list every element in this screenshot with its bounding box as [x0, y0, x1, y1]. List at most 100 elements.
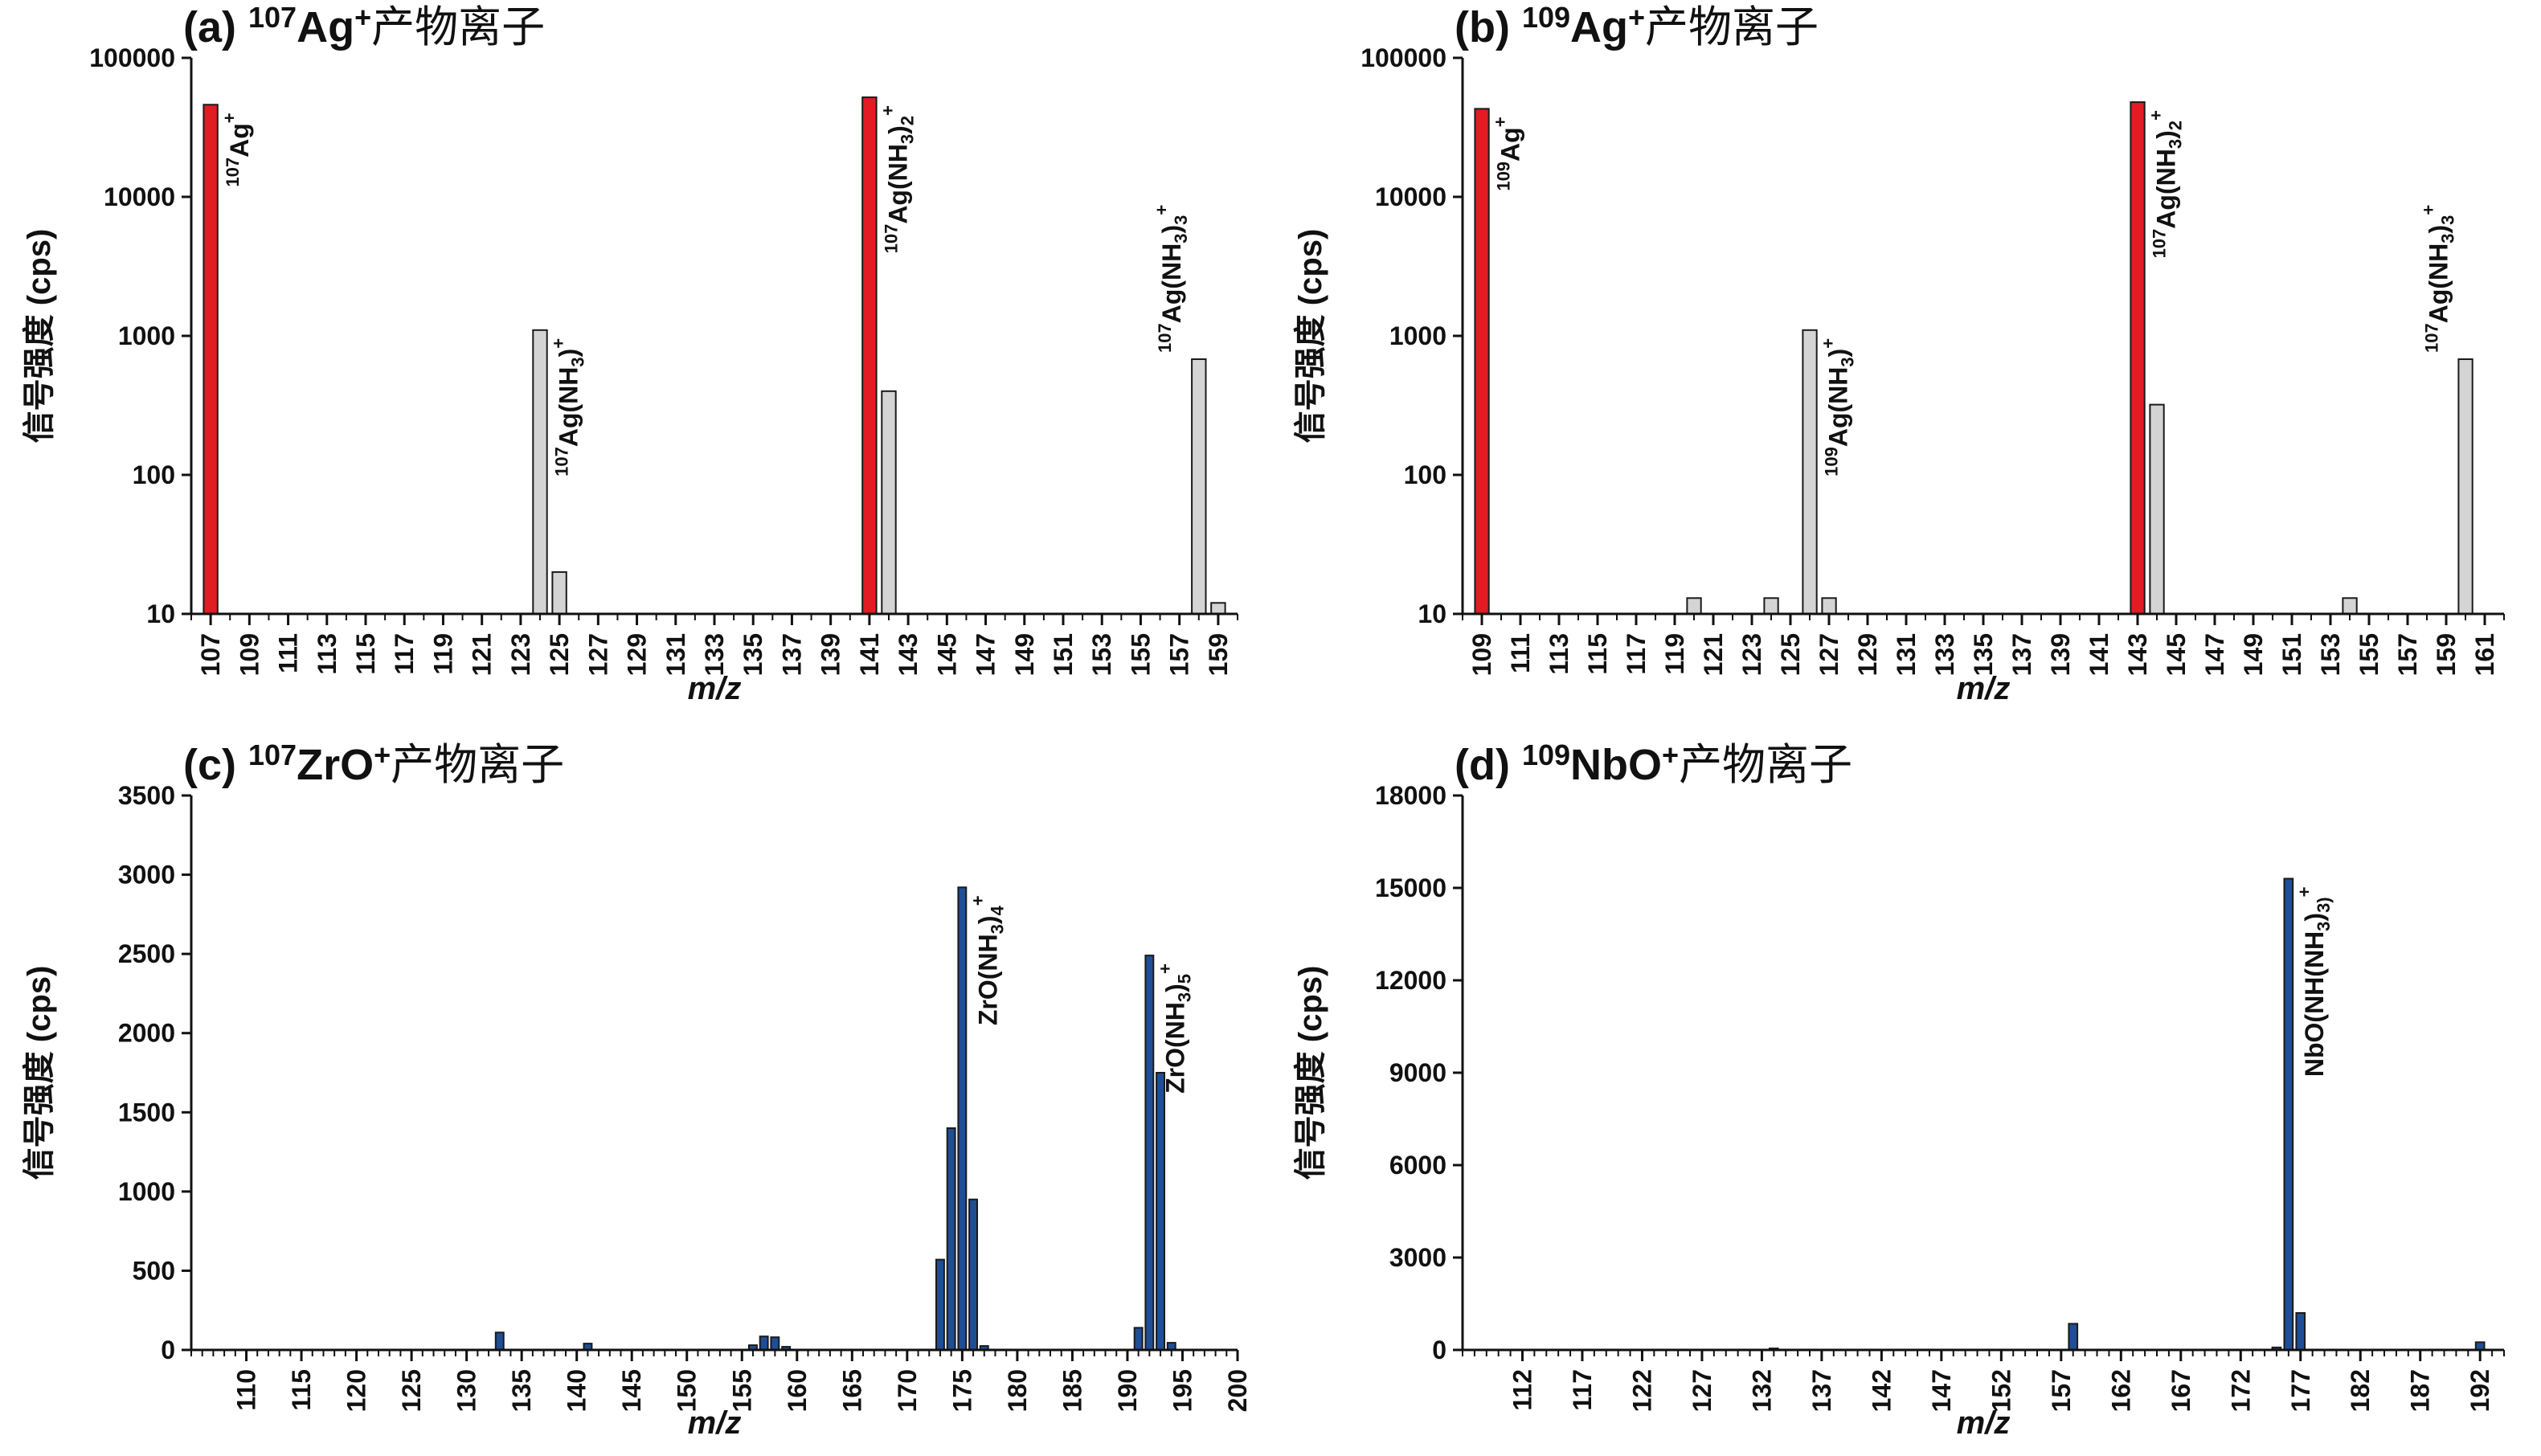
x-tick-label: 115	[351, 633, 380, 675]
bar-c-157	[759, 1335, 769, 1351]
bar-c-192	[1144, 955, 1155, 1351]
bar-a-125	[551, 571, 567, 616]
x-axis-label: m/z	[1957, 671, 2011, 706]
y-tick-label: 9000	[1389, 1058, 1446, 1087]
x-tick-label: 161	[2470, 633, 2499, 676]
panel-c: (c) 107ZrO+产物离子 0 500 1000 1500 2000 2500 3000 3…	[22, 738, 1252, 1441]
peak-annotation-c-175: ZrO(NH3)4+	[968, 895, 1007, 1025]
x-tick-label: 140	[563, 1369, 591, 1412]
peak-annotation-b-126: 109Ag(NH3)+	[1819, 338, 1858, 476]
bar-d-176	[2283, 877, 2294, 1351]
x-tick-label: 120	[342, 1369, 371, 1412]
y-tick-label: 100000	[89, 43, 175, 72]
y-tick-label: 1500	[118, 1098, 175, 1127]
y-tick-label: 10000	[1375, 182, 1446, 211]
x-tick-label: 145	[2162, 633, 2191, 676]
x-tick-label: 131	[1892, 633, 1921, 676]
bar-a-159	[1210, 602, 1226, 615]
bar-c-175	[957, 886, 968, 1352]
bar-a-142	[881, 390, 897, 615]
x-tick-label: 115	[1583, 633, 1612, 675]
x-tick-label: 192	[2465, 1369, 2494, 1412]
panel-title: (c) 107ZrO+产物离子	[183, 738, 564, 790]
y-tick-label: 12000	[1375, 966, 1446, 995]
x-tick-label: 172	[2226, 1369, 2255, 1412]
x-tick-label: 149	[2239, 633, 2268, 676]
x-tick-label: 185	[1058, 1369, 1086, 1412]
x-tick-label: 143	[2123, 633, 2152, 676]
bar-c-191	[1133, 1327, 1144, 1352]
x-tick-label: 150	[673, 1369, 702, 1412]
x-tick-label: 127	[1688, 1369, 1717, 1412]
x-tick-label: 131	[661, 633, 690, 676]
y-tick-label: 100000	[1361, 43, 1446, 72]
x-tick-label: 182	[2346, 1369, 2375, 1412]
x-tick-label: 151	[2277, 633, 2306, 676]
x-tick-label: 137	[777, 633, 806, 676]
x-tick-label: 117	[1568, 1369, 1597, 1411]
x-tick-label: 125	[397, 1369, 426, 1412]
x-tick-label: 200	[1223, 1369, 1252, 1412]
x-tick-label: 137	[1807, 1369, 1836, 1412]
x-tick-label: 165	[837, 1369, 866, 1412]
x-tick-label: 107	[196, 633, 225, 676]
y-axis-label: 信号强度 (cps)	[1293, 966, 1328, 1180]
x-tick-label: 145	[617, 1369, 646, 1412]
x-tick-label: 130	[452, 1369, 481, 1412]
y-tick-label: 1000	[1389, 321, 1446, 350]
y-tick-label: 2500	[118, 939, 175, 968]
x-axis-label: m/z	[688, 671, 742, 706]
bar-b-120	[1686, 597, 1702, 615]
y-tick-label: 0	[161, 1335, 175, 1364]
x-tick-label: 135	[739, 633, 767, 676]
x-tick-label: 123	[1737, 633, 1766, 676]
peak-annotation-a-141: 107Ag(NH3)2+	[878, 105, 918, 253]
x-tick-label: 112	[1508, 1369, 1536, 1411]
bar-b-154	[2342, 597, 2358, 615]
x-tick-label: 160	[783, 1369, 812, 1412]
bar-a-141	[861, 96, 878, 616]
x-tick-label: 111	[274, 633, 303, 673]
panel-a: (a) 107Ag+产物离子 10 100 1000 10000 100000 107 109…	[22, 1, 1238, 706]
x-tick-label: 132	[1747, 1369, 1776, 1412]
bar-a-124	[532, 329, 548, 615]
x-tick-label: 110	[232, 1369, 261, 1411]
x-tick-label: 109	[235, 633, 264, 676]
x-tick-label: 129	[623, 633, 652, 676]
x-tick-label: 155	[2355, 633, 2383, 676]
x-tick-label: 133	[700, 633, 729, 676]
x-tick-label: 133	[1930, 633, 1959, 676]
x-tick-label: 149	[1010, 633, 1039, 676]
y-tick-label: 3000	[118, 861, 175, 890]
x-tick-label: 127	[583, 633, 612, 676]
bar-b-160	[2457, 358, 2473, 615]
x-tick-label: 139	[816, 633, 845, 676]
x-tick-label: 125	[1776, 633, 1805, 676]
y-tick-label: 1000	[118, 321, 175, 350]
peak-annotation-a-158: 107Ag(NH3)3+	[1152, 205, 1191, 353]
x-tick-label: 195	[1168, 1369, 1197, 1412]
x-tick-label: 122	[1627, 1369, 1656, 1412]
panel-title: (a) 107Ag+产物离子	[183, 1, 545, 52]
x-tick-label: 113	[313, 633, 342, 675]
panel-d: (d) 109NbO+产物离子 0 3000 6000 9000 12000 15000 18…	[1293, 738, 2505, 1441]
x-tick-label: 153	[2316, 633, 2345, 676]
x-tick-label: 123	[506, 633, 535, 676]
bar-a-107	[203, 104, 219, 616]
y-tick-label: 15000	[1375, 873, 1446, 902]
x-tick-label: 127	[1815, 633, 1843, 676]
y-tick-label: 2000	[118, 1019, 175, 1048]
bar-a-158	[1191, 358, 1207, 615]
x-tick-label: 141	[2085, 633, 2113, 676]
x-tick-label: 152	[1987, 1369, 2015, 1412]
x-tick-label: 162	[2106, 1369, 2135, 1412]
x-tick-label: 125	[545, 633, 574, 676]
peak-annotation-c-192: ZrO(NH3)5+	[1155, 963, 1194, 1094]
x-tick-label: 155	[727, 1369, 756, 1412]
bar-d-177	[2295, 1312, 2306, 1351]
y-tick-label: 10000	[104, 182, 175, 211]
bar-b-144	[2149, 403, 2165, 615]
x-tick-label: 187	[2406, 1369, 2435, 1412]
peak-annotation-b-160: 107Ag(NH3)3+	[2418, 205, 2457, 353]
